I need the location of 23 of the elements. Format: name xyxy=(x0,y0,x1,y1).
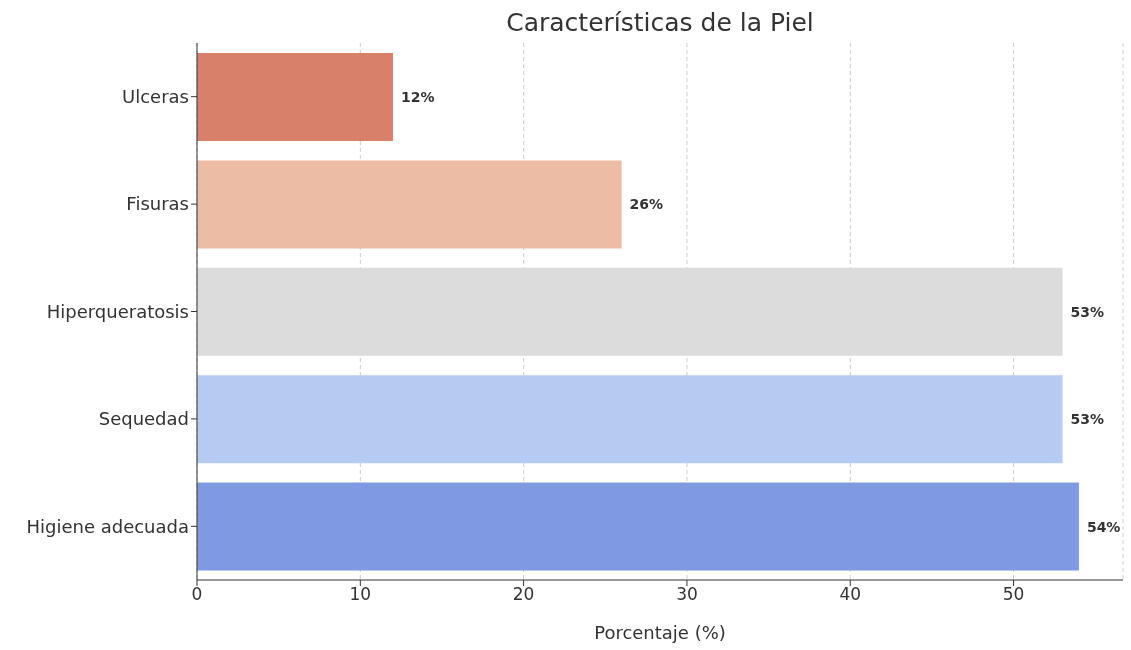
x-tick-label: 0 xyxy=(191,584,203,605)
data-label: 26% xyxy=(629,196,664,213)
bar xyxy=(197,53,393,141)
data-label: 53% xyxy=(1070,303,1105,320)
x-axis-title: Porcentaje (%) xyxy=(593,622,727,643)
x-tick-label: 20 xyxy=(512,584,535,605)
data-label: 12% xyxy=(400,89,435,105)
x-tick-label: 30 xyxy=(676,584,698,605)
x-tick-label: 50 xyxy=(1002,584,1025,605)
bar xyxy=(197,375,1063,464)
data-label: 53% xyxy=(1070,411,1105,428)
y-tick-label: Fisuras xyxy=(126,193,189,215)
bar xyxy=(197,160,622,249)
y-tick-label: Higiene adecuada xyxy=(26,515,189,537)
y-tick-label: Ulceras xyxy=(122,86,189,108)
y-tick-label: Sequedad xyxy=(98,408,189,430)
chart-title: Características de la Piel xyxy=(505,8,815,37)
y-tick-label: Hiperqueratosis xyxy=(46,300,189,322)
bar xyxy=(197,267,1063,356)
x-tick-label: 40 xyxy=(839,584,862,605)
x-tick-label: 10 xyxy=(349,584,372,605)
bar xyxy=(197,482,1079,571)
data-label: 54% xyxy=(1086,518,1121,535)
